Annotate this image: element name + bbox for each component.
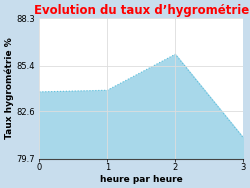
Title: Evolution du taux d’hygrométrie: Evolution du taux d’hygrométrie — [34, 4, 249, 17]
Y-axis label: Taux hygrométrie %: Taux hygrométrie % — [4, 38, 14, 139]
X-axis label: heure par heure: heure par heure — [100, 175, 183, 184]
